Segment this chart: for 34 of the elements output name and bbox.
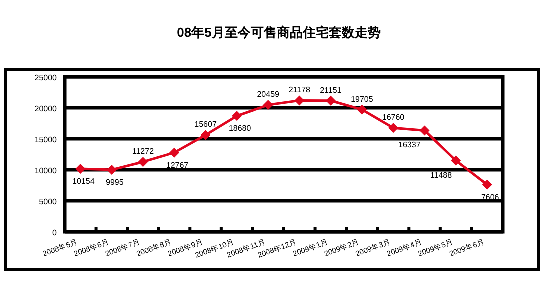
point [388,123,398,134]
point [232,111,242,122]
data-label: 9995 [106,178,124,188]
point [170,148,180,158]
point [326,96,336,106]
point [451,156,462,166]
data-label: 21178 [288,86,312,95]
y-tick-label: 5000 [39,198,58,206]
y-tick-label: 0 [52,228,58,238]
y-tick-label: 15000 [34,136,58,144]
point [76,164,86,174]
y-tick-label: 25000 [34,74,58,82]
data-label: 21151 [320,86,342,95]
data-label: 16760 [382,113,406,122]
data-label: 19705 [351,94,374,104]
data-label: 10154 [72,177,96,186]
y-tick-label: 20000 [34,104,58,114]
data-label: 18680 [228,124,252,134]
data-label: 12767 [166,160,190,170]
data-label: 16337 [398,140,422,150]
point [294,96,305,106]
point [138,157,148,168]
y-tick-label: 10000 [34,166,58,176]
point [420,126,430,136]
data-label: 11488 [430,170,453,180]
point [357,104,368,115]
point [106,165,117,176]
data-label: 11272 [132,147,155,156]
point [482,180,492,190]
data-label: 15607 [194,120,218,130]
data-label: 20459 [257,90,280,100]
point [263,100,274,110]
chart-title: 08年5月至今可售商品住宅套数走势 [177,25,381,40]
point [200,130,211,140]
